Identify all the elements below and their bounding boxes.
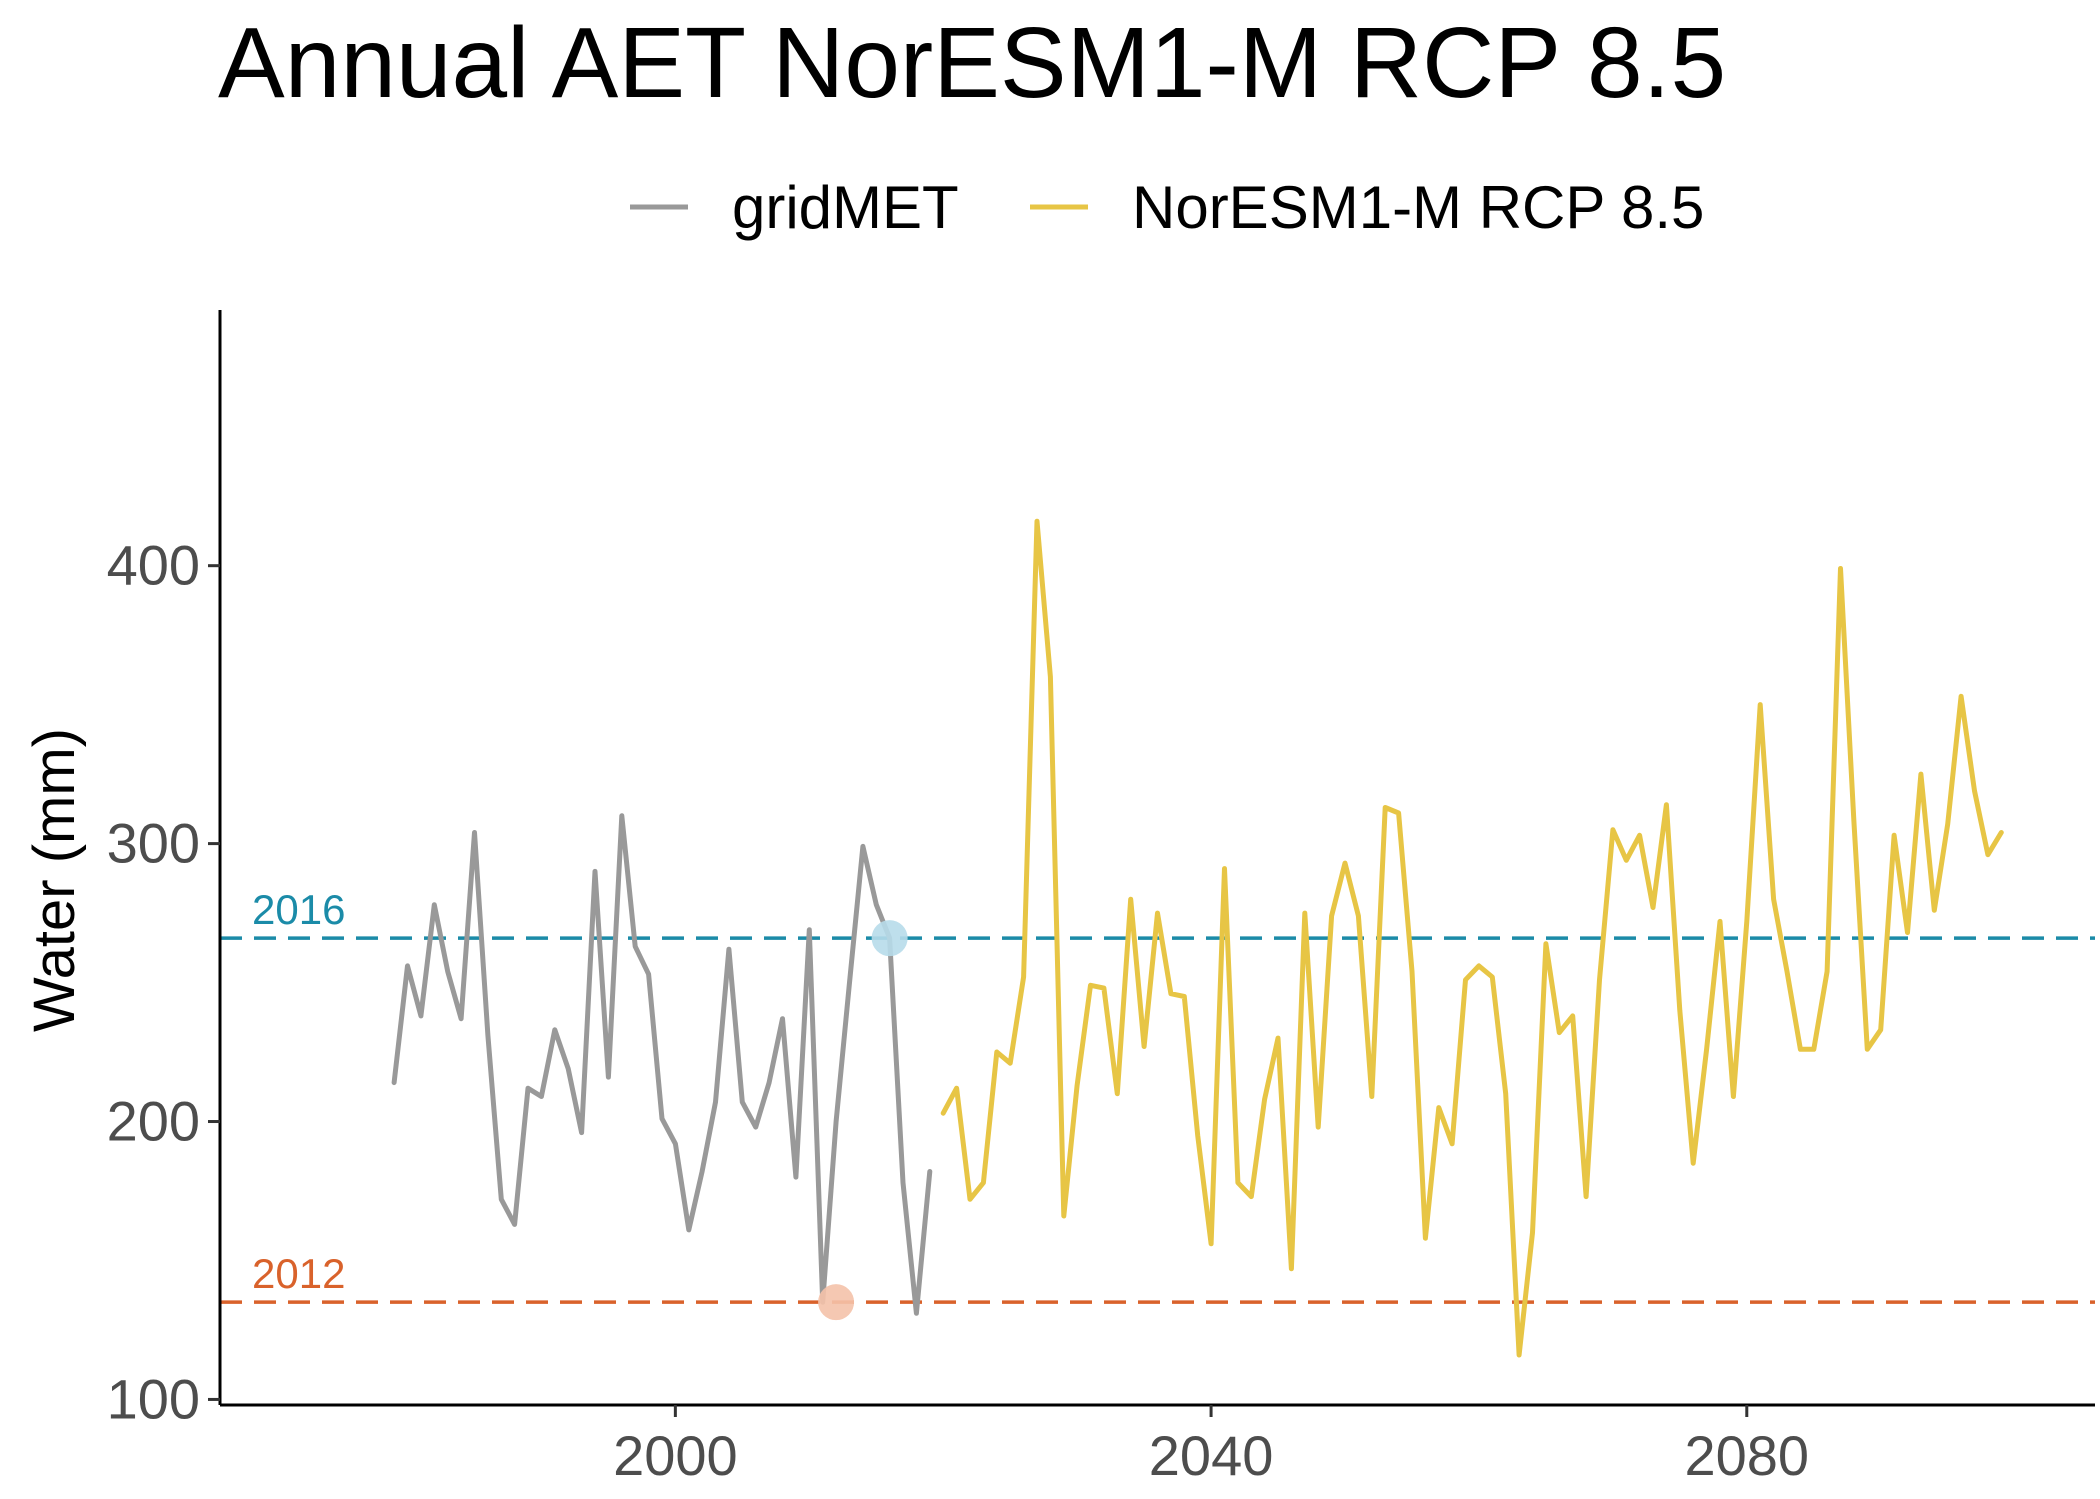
x-axis-ticks: 2000 2040 2080 bbox=[613, 1405, 1809, 1487]
legend: gridMET NorESM1-M RCP 8.5 bbox=[630, 174, 1704, 241]
x-tick-label: 2000 bbox=[613, 1424, 738, 1487]
x-tick-label: 2080 bbox=[1684, 1424, 1809, 1487]
y-tick-label: 200 bbox=[107, 1090, 200, 1153]
legend-label-1: NorESM1-M RCP 8.5 bbox=[1132, 174, 1704, 241]
y-tick-label: 300 bbox=[107, 812, 200, 875]
series-line-1 bbox=[940, 518, 2004, 1358]
y-axis-title: Water (mm) bbox=[22, 728, 87, 1032]
x-tick-label: 2040 bbox=[1149, 1424, 1274, 1487]
series-lines bbox=[391, 518, 2004, 1358]
highlight-point-2016 bbox=[871, 920, 908, 957]
chart-title: Annual AET NorESM1-M RCP 8.5 bbox=[218, 7, 1726, 119]
reference-points bbox=[818, 920, 908, 1321]
y-tick-label: 100 bbox=[107, 1367, 200, 1430]
series-line-0 bbox=[391, 813, 933, 1316]
y-tick-label: 400 bbox=[107, 534, 200, 597]
highlight-point-2012 bbox=[818, 1284, 855, 1321]
reference-label-2016: 2016 bbox=[252, 886, 345, 933]
reference-label-2012: 2012 bbox=[252, 1250, 345, 1297]
reference-lines: 2016 2012 bbox=[220, 886, 2095, 1304]
legend-label-0: gridMET bbox=[732, 174, 959, 241]
y-axis-ticks: 100 200 300 400 bbox=[107, 534, 220, 1430]
